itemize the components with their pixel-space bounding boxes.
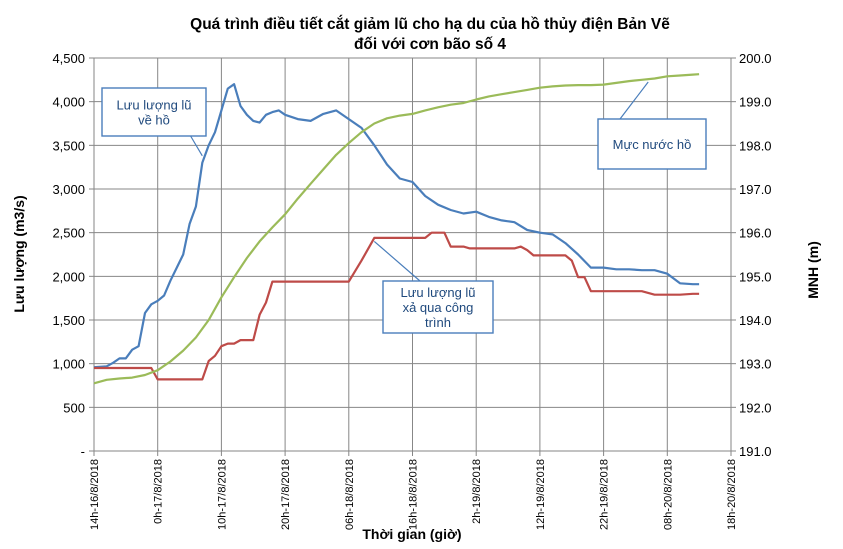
outflow-line: [94, 231, 700, 381]
y-right-tick-label: 199.0: [739, 95, 772, 110]
callout-text: Lưu lượng lũ: [400, 285, 475, 300]
callout-leader: [189, 134, 203, 157]
callout-text: xả qua công: [403, 300, 474, 315]
callout-water-level: Mực nước hồ: [597, 81, 707, 170]
y-right-tick-label: 198.0: [739, 138, 772, 153]
x-tick-label: 22h-19/8/2018: [599, 459, 611, 530]
gridlines: [94, 57, 732, 451]
x-tick-label: 18h-20/8/2018: [726, 459, 738, 530]
callout-text: trình: [425, 315, 451, 330]
y-left-tick-label: -: [81, 444, 85, 459]
water-level-line: [93, 73, 700, 385]
callout-leader: [619, 81, 649, 120]
y-left-tick-label: 1,500: [52, 313, 85, 328]
x-tick-label: 06h-18/8/2018: [344, 459, 356, 530]
y-right-tick-label: 196.0: [739, 226, 772, 241]
callout-box: [597, 118, 707, 170]
y-left-tick-label: 3,000: [52, 182, 85, 197]
y-axis-label-left: Lưu lượng (m3/s): [11, 195, 27, 312]
x-tick-label: 12h-19/8/2018: [535, 459, 547, 530]
inflow-line: [93, 83, 700, 369]
y-left-tick-label: 1,000: [52, 357, 85, 372]
y-left-tick-label: 2,000: [52, 269, 85, 284]
y-left-tick-label: 2,500: [52, 226, 85, 241]
x-tick-label: 10h-17/8/2018: [216, 459, 228, 530]
callout-text: Mực nước hồ: [613, 137, 692, 152]
y-right-tick-label: 195.0: [739, 269, 772, 284]
series-lines: [93, 73, 700, 385]
chart-subtitle: đối với cơn bão số 4: [354, 36, 506, 53]
x-tick-label: 16h-18/8/2018: [408, 459, 420, 530]
x-tick-label: 2h-19/8/2018: [471, 459, 483, 524]
y-left-tick-label: 4,000: [52, 95, 85, 110]
callout-box: [101, 87, 207, 137]
x-tick-label: 20h-17/8/2018: [280, 459, 292, 530]
x-tick-label: 0h-17/8/2018: [153, 459, 165, 524]
y-right-tick-label: 192.0: [739, 400, 772, 415]
x-tick-label: 14h-16/8/2018: [89, 459, 101, 530]
y-right-tick-label: 197.0: [739, 182, 772, 197]
y-right-tick-label: 193.0: [739, 357, 772, 372]
y-axis-label-right: MNH (m): [805, 241, 821, 299]
callout-leader: [373, 240, 421, 282]
y-left-tick-label: 500: [63, 400, 85, 415]
y-left-tick-label: 3,500: [52, 138, 85, 153]
axes: - 500 1,000 1,500 2,000 2,500 3,000 3,500 4,000 4…: [52, 51, 771, 530]
x-axis-label: Thời gian (giờ): [362, 526, 461, 542]
y-left-tick-label: 4,500: [52, 51, 85, 66]
callout-box: [382, 280, 494, 334]
y-right-tick-label: 191.0: [739, 444, 772, 459]
callout-text: về hồ: [138, 113, 170, 128]
y-right-tick-label: 194.0: [739, 313, 772, 328]
chart-title: Quá trình điều tiết cắt giảm lũ cho hạ d…: [190, 15, 670, 33]
x-tick-label: 08h-20/8/2018: [662, 459, 674, 530]
y-right-tick-label: 200.0: [739, 51, 772, 66]
callout-text: Lưu lượng lũ: [116, 98, 191, 113]
